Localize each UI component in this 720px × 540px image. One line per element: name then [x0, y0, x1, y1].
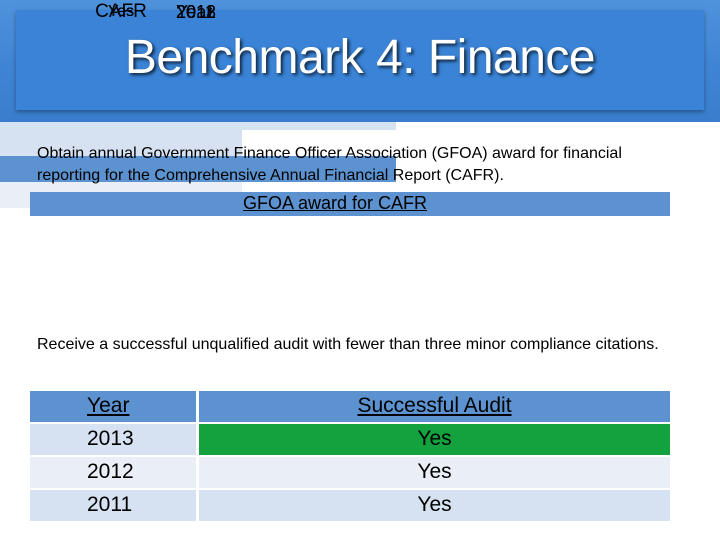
audit-year-cell: 2013 — [87, 427, 134, 450]
table-row-value: Yes — [199, 490, 670, 521]
table-row: 2011 — [30, 490, 196, 521]
gfoa-header-cafr: CAFR — [95, 1, 147, 22]
table-row: 2013 — [30, 424, 196, 455]
gfoa-value-cell: Yes — [107, 3, 135, 20]
audit-year-cell: 2011 — [87, 493, 133, 516]
table-row: 2011 — [0, 2, 396, 182]
gfoa-value-cell: Yes — [107, 3, 135, 20]
audit-value-cell: Yes — [417, 493, 452, 516]
audit-value-cell: Yes — [417, 460, 452, 483]
benchmark-paragraph-gfoa: Obtain annual Government Finance Officer… — [37, 145, 622, 184]
audit-header-year-cell: Year — [30, 391, 196, 422]
gfoa-year-cell: 2012 — [176, 2, 217, 22]
table-row-value: Yes — [199, 424, 670, 455]
gfoa-year-cell: 2013 — [176, 2, 217, 22]
slide-title: Benchmark 4: Finance — [124, 31, 596, 84]
audit-header-year: Year — [87, 394, 130, 417]
title-band — [16, 10, 704, 110]
table-row: 2012 — [30, 457, 196, 488]
table-row-value: Yes — [199, 457, 670, 488]
gfoa-year-cell: 2011 — [176, 2, 215, 22]
audit-header-result-cell: Successful Audit — [199, 391, 670, 422]
title-bar — [0, 0, 720, 122]
table-row-value: Yes — [0, 3, 242, 156]
audit-header-result: Successful Audit — [357, 394, 512, 417]
gfoa-table-caption-row: GFOA award for CAFR — [30, 192, 670, 216]
audit-year-cell: 2012 — [87, 460, 134, 483]
gfoa-table-caption: GFOA award for CAFR — [243, 193, 428, 213]
gfoa-value-cell: Yes — [107, 3, 135, 20]
benchmark-paragraph-audit: Receive a successful unqualified audit w… — [37, 336, 659, 353]
gfoa-header-year: Year — [176, 2, 213, 22]
audit-value-cell: Yes — [417, 427, 452, 450]
